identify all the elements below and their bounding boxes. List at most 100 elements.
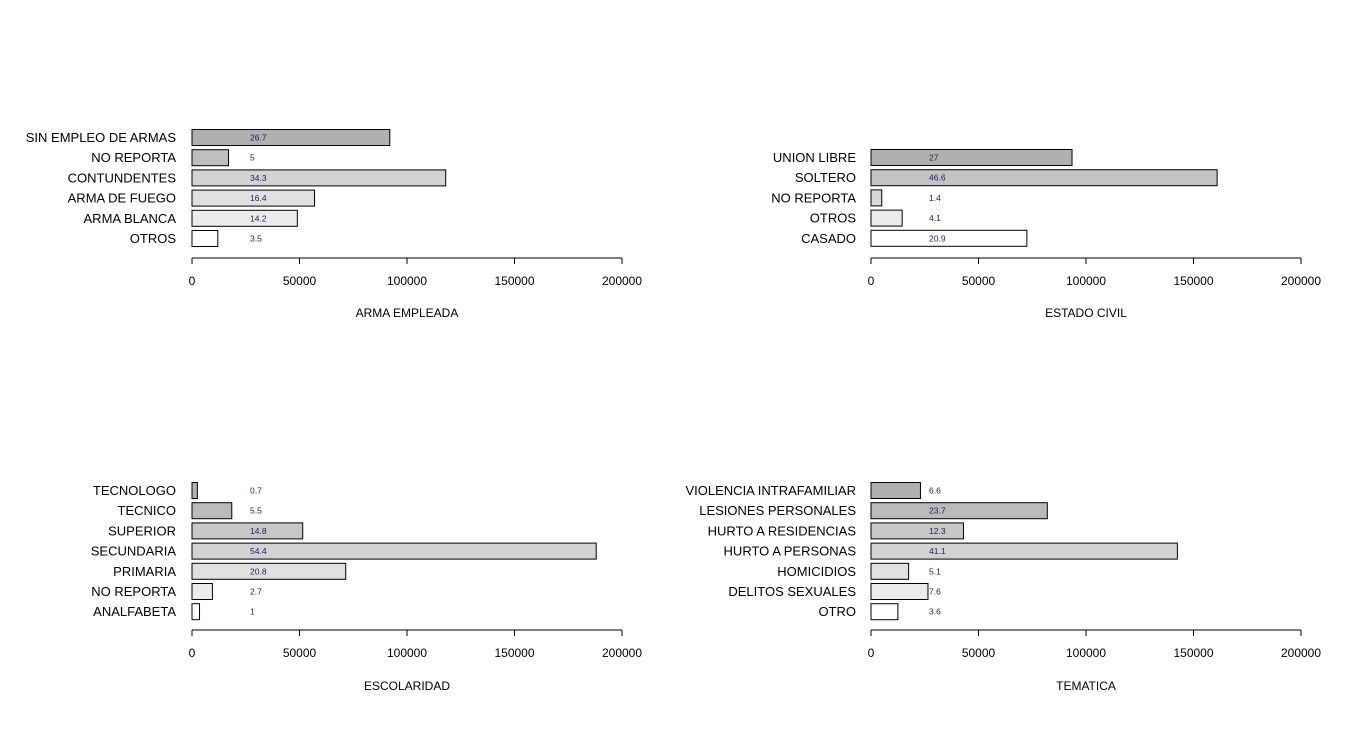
x-tick-label: 200000: [1281, 646, 1321, 660]
data-label-homicidios: 5.1: [929, 566, 941, 576]
data-label-no-reporta: 5: [250, 153, 255, 163]
category-label-no-reporta: NO REPORTA: [91, 150, 176, 165]
data-label-analfabeta: 1: [250, 607, 255, 617]
bar-otros: [870, 209, 903, 227]
category-label-tecnico: TECNICO: [118, 503, 177, 518]
bar-sin-empleo-de-armas: [191, 129, 391, 146]
category-label-no-reporta: NO REPORTA: [91, 584, 176, 599]
x-axis-label: ESTADO CIVIL: [1045, 306, 1127, 320]
category-label-lesiones-personales: LESIONES PERSONALES: [699, 503, 856, 518]
data-label-contundentes: 34.3: [250, 173, 267, 183]
data-label-no-reporta: 2.7: [250, 587, 262, 597]
category-label-arma-blanca: ARMA BLANCA: [84, 211, 177, 226]
x-tick-label: 200000: [602, 274, 642, 288]
bar-no-reporta: [191, 583, 213, 600]
bar-delitos-sexuales: [870, 583, 929, 600]
x-tick-label: 50000: [283, 274, 317, 288]
category-label-contundentes: CONTUNDENTES: [68, 170, 177, 185]
data-label-soltero: 46.6: [929, 173, 946, 183]
x-tick-label: 150000: [494, 646, 534, 660]
bar-otro: [870, 603, 899, 621]
x-axis-label: ARMA EMPLEADA: [356, 306, 459, 320]
x-tick-label: 200000: [602, 646, 642, 660]
category-label-casado: CASADO: [801, 231, 856, 246]
data-label-hurto-a-residencias: 12.3: [929, 526, 946, 536]
data-label-primaria: 20.8: [250, 566, 267, 576]
data-label-casado: 20.9: [929, 233, 946, 243]
bar-arma-de-fuego: [191, 189, 316, 207]
bar-secundaria: [191, 542, 597, 560]
bar-violencia-intrafamiliar: [870, 482, 921, 499]
x-tick-label: 200000: [1281, 274, 1321, 288]
data-label-tecnico: 5.5: [250, 506, 262, 516]
category-label-homicidios: HOMICIDIOS: [777, 564, 856, 579]
category-label-tecnologo: TECNOLOGO: [93, 483, 176, 498]
bar-no-reporta: [870, 189, 883, 207]
panel-estado-civil: UNION LIBRE 27 SOLTERO 46.6 NO REPORTA 1.4 OTR…: [771, 149, 1321, 320]
data-label-secundaria: 54.4: [250, 546, 267, 556]
x-tick-label: 100000: [1066, 274, 1106, 288]
category-label-arma-de-fuego: ARMA DE FUEGO: [68, 191, 176, 206]
category-label-soltero: SOLTERO: [795, 170, 856, 185]
panel-arma-empleada: SIN EMPLEO DE ARMAS 26.7 NO REPORTA 5 CONTUN…: [26, 129, 642, 320]
bar-tecnologo: [191, 482, 198, 499]
x-tick-label: 0: [189, 274, 196, 288]
bar-contundentes: [191, 169, 447, 187]
x-tick-label: 50000: [962, 274, 996, 288]
data-label-tecnologo: 0.7: [250, 486, 262, 496]
bar-hurto-a-residencias: [870, 522, 964, 540]
data-label-sin-empleo-de-armas: 26.7: [250, 133, 267, 143]
panel-tematica: VIOLENCIA INTRAFAMILIAR 6.6 LESIONES PERSO…: [686, 482, 1321, 693]
data-label-otros: 3.5: [250, 234, 262, 244]
bar-analfabeta: [191, 603, 201, 621]
bar-tecnico: [191, 502, 233, 520]
bar-otros: [191, 230, 219, 247]
bar-hurto-a-personas: [870, 542, 1178, 560]
data-label-arma-de-fuego: 16.4: [250, 193, 267, 203]
bar-no-reporta: [191, 149, 230, 167]
x-tick-label: 50000: [962, 646, 996, 660]
x-tick-label: 0: [189, 646, 196, 660]
data-label-otros: 4.1: [929, 213, 941, 223]
category-label-hurto-a-residencias: HURTO A RESIDENCIAS: [708, 523, 857, 538]
x-tick-label: 150000: [1173, 274, 1213, 288]
data-label-violencia-intrafamiliar: 6.6: [929, 486, 941, 496]
data-label-superior: 14.8: [250, 526, 267, 536]
category-label-primaria: PRIMARIA: [113, 564, 176, 579]
bar-union-libre: [870, 149, 1073, 166]
category-label-hurto-a-personas: HURTO A PERSONAS: [724, 544, 857, 559]
category-label-delitos-sexuales: DELITOS SEXUALES: [728, 584, 856, 599]
x-tick-label: 150000: [494, 274, 534, 288]
category-label-violencia-intrafamiliar: VIOLENCIA INTRAFAMILIAR: [686, 483, 857, 498]
category-label-otro: OTRO: [818, 604, 856, 619]
category-label-sin-empleo-de-armas: SIN EMPLEO DE ARMAS: [26, 130, 177, 145]
data-label-no-reporta: 1.4: [929, 193, 941, 203]
x-tick-label: 100000: [387, 274, 427, 288]
x-tick-label: 0: [868, 274, 875, 288]
bar-arma-blanca: [191, 209, 298, 227]
panel-escolaridad: TECNOLOGO 0.7 TECNICO 5.5 SUPERIOR 14.8 SECUND…: [91, 482, 642, 693]
data-label-hurto-a-personas: 41.1: [929, 546, 946, 556]
category-label-union-libre: UNION LIBRE: [773, 150, 856, 165]
x-tick-label: 100000: [387, 646, 427, 660]
category-label-no-reporta: NO REPORTA: [771, 190, 856, 205]
category-label-superior: SUPERIOR: [108, 523, 176, 538]
data-label-delitos-sexuales: 7.6: [929, 587, 941, 597]
x-tick-label: 100000: [1066, 646, 1106, 660]
category-label-analfabeta: ANALFABETA: [93, 604, 176, 619]
bar-primaria: [191, 562, 347, 580]
bar-lesiones-personales: [870, 502, 1048, 520]
data-label-lesiones-personales: 23.7: [929, 506, 946, 516]
bar-superior: [191, 522, 304, 540]
x-axis-label: TEMATICA: [1056, 679, 1116, 693]
x-tick-label: 50000: [283, 646, 317, 660]
bar-homicidios: [870, 562, 910, 580]
x-axis-label: ESCOLARIDAD: [364, 679, 450, 693]
category-label-otros: OTROS: [130, 231, 177, 246]
x-tick-label: 0: [868, 646, 875, 660]
category-label-otros: OTROS: [810, 211, 857, 226]
data-label-otro: 3.6: [929, 607, 941, 617]
bar-casado: [870, 229, 1028, 247]
data-label-union-libre: 27: [929, 153, 939, 163]
